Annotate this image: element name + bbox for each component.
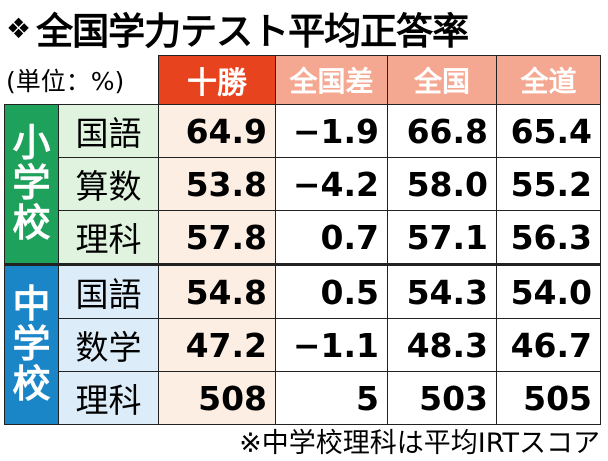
value-cell: 46.7 [496, 318, 601, 372]
subject-cell: 理科 [58, 210, 159, 265]
footnote: ※中学校理科は平均IRTスコア [239, 427, 600, 459]
school-label-middle: 中学校 [4, 263, 59, 425]
table-row: 理科 57.8 0.7 57.1 56.3 [5, 210, 601, 265]
header-national-diff: 全国差 [275, 55, 388, 105]
table-row: 数学 47.2 −1.1 48.3 46.7 [5, 318, 601, 372]
value-cell: 0.7 [275, 210, 388, 265]
value-cell: 66.8 [387, 104, 497, 158]
subject-cell: 国語 [58, 104, 159, 158]
value-cell: 64.9 [158, 104, 276, 158]
value-cell: −1.1 [275, 318, 388, 372]
value-cell: 58.0 [387, 157, 497, 211]
header-hokkaido: 全道 [496, 55, 601, 105]
value-cell: 57.8 [158, 210, 276, 265]
school-label-elementary: 小学校 [4, 104, 59, 265]
subject-cell: 理科 [58, 371, 159, 425]
value-cell: 505 [496, 371, 601, 425]
unit-label: (単位：%) [6, 67, 125, 96]
value-cell: 53.8 [158, 157, 276, 211]
header-tokachi: 十勝 [158, 55, 276, 105]
score-table: 十勝 全国差 全国 全道 小学校 国語 64.9 −1.9 66.8 65.4 … [4, 55, 601, 425]
value-cell: 48.3 [387, 318, 497, 372]
subject-cell: 算数 [58, 157, 159, 211]
subject-cell: 国語 [58, 263, 159, 319]
diamond-bullet-icon: ❖ [6, 11, 31, 45]
title-text: 全国学力テスト平均正答率 [36, 10, 469, 53]
value-cell: 65.4 [496, 104, 601, 158]
subject-cell: 数学 [58, 318, 159, 372]
value-cell: −4.2 [275, 157, 388, 211]
value-cell: 55.2 [496, 157, 601, 211]
header-row: 十勝 全国差 全国 全道 [5, 55, 601, 105]
value-cell: 57.1 [387, 210, 497, 265]
table-row: 算数 53.8 −4.2 58.0 55.2 [5, 157, 601, 211]
value-cell: 508 [158, 371, 276, 425]
value-cell: 54.0 [496, 263, 601, 319]
header-blank [5, 56, 159, 105]
header-national: 全国 [387, 55, 497, 105]
table-row: 中学校 国語 54.8 0.5 54.3 54.0 [4, 263, 601, 425]
table-row: 小学校 国語 64.9 −1.9 66.8 65.4 [4, 104, 601, 265]
value-cell: 54.8 [158, 263, 276, 319]
value-cell: 47.2 [158, 318, 276, 372]
value-cell: 503 [387, 371, 497, 425]
value-cell: 56.3 [496, 210, 601, 265]
value-cell: 54.3 [387, 263, 497, 319]
value-cell: −1.9 [275, 104, 388, 158]
page-title: ❖ 全国学力テスト平均正答率 [6, 2, 469, 54]
value-cell: 0.5 [275, 263, 388, 319]
value-cell: 5 [275, 371, 388, 425]
table-row: 理科 508 5 503 505 [5, 371, 601, 425]
